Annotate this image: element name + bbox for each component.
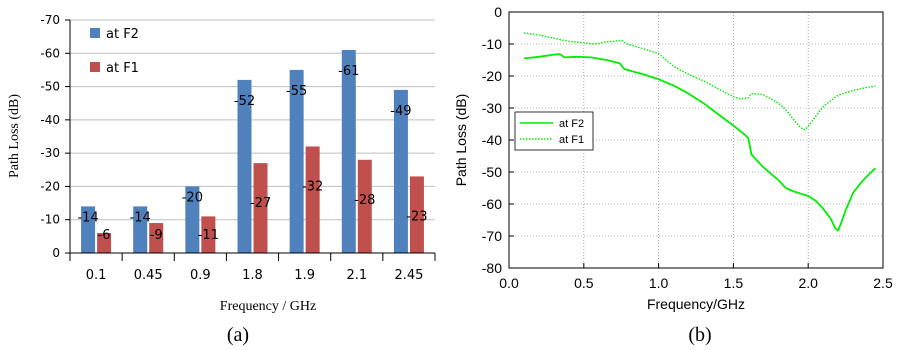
y-tick-label: -10 [40, 213, 60, 227]
bar-at-f1-2.45 [409, 176, 424, 253]
data-label: -27 [250, 196, 271, 211]
y-tick-label: -40 [40, 113, 60, 127]
bar-chart-x-axis-label: Frequency / GHz [220, 299, 316, 314]
data-label: -28 [354, 193, 375, 208]
data-label: -9 [150, 228, 163, 243]
data-label: -20 [182, 190, 203, 205]
data-label: -49 [390, 104, 411, 119]
data-label: -6 [98, 228, 111, 243]
data-label: -32 [302, 179, 323, 194]
line-chart-x-axis-label: Frequency/GHz [647, 296, 745, 312]
legend-swatch-at-f2 [90, 28, 100, 38]
line-chart-y-ticks: 0 -10 -20 -30 -40 -50 -60 -70 -80 [482, 4, 514, 276]
line-chart-x-ticks: 0.0 0.5 1.0 1.5 2.0 2.5 [499, 263, 893, 291]
bar-at-f2-1.9 [289, 69, 304, 253]
y-tick-label: 0 [494, 4, 502, 20]
y-tick-label: 0 [52, 246, 60, 260]
line-series-at-f1 [523, 32, 876, 131]
bar-at-f2-0.9 [185, 186, 200, 253]
bar-at-f1-1.9 [305, 146, 320, 253]
line-series-at-f2 [523, 53, 877, 232]
legend-swatch-at-f1 [90, 62, 100, 72]
y-tick-label: -30 [40, 146, 60, 160]
x-tick-label: 1.5 [724, 275, 744, 291]
data-label: -14 [130, 210, 151, 225]
data-label: -61 [338, 64, 359, 79]
y-tick-label: -20 [482, 68, 502, 84]
x-tick-label: 2.1 [346, 268, 367, 283]
x-tick-label: 1.9 [294, 268, 315, 283]
bar-chart-gridlines [70, 19, 435, 221]
panel-b-line-chart: 0 -10 -20 -30 -40 -50 -60 -70 -80 0.0 0.5 1.0 1.5 2.… [453, 4, 893, 346]
x-tick-label: 2.0 [798, 275, 818, 291]
bar-at-f2-0.45 [133, 206, 148, 253]
y-tick-label: -10 [482, 36, 502, 52]
bar-chart-data-labels: -14-6-14-9-20-11-52-27-55-32-61-28-49-23 [77, 64, 427, 243]
y-tick-label: -30 [482, 100, 502, 116]
line-chart-y-axis-label: Path Loss (dB) [453, 94, 469, 187]
y-tick-label: -20 [40, 179, 60, 193]
line-chart-gridlines [509, 12, 883, 268]
y-tick-label: -70 [482, 228, 502, 244]
bar-chart-bars [81, 49, 424, 254]
x-tick-label: 0.5 [574, 275, 594, 291]
panel-label-a: (a) [227, 324, 249, 346]
x-tick-label: 1.8 [242, 268, 263, 283]
y-tick-label: -50 [482, 164, 502, 180]
line-chart-legend-box [514, 111, 594, 151]
legend-label-at-f2-b: at F2 [559, 118, 584, 130]
bar-chart-y-axis-label: Path Loss (dB) [7, 94, 22, 178]
bar-chart-axes [69, 20, 435, 254]
y-tick-label: -50 [40, 80, 60, 94]
legend-label-at-f2: at F2 [106, 27, 139, 42]
y-tick-label: -40 [482, 132, 502, 148]
data-label: -23 [406, 209, 427, 224]
bar-at-f1-0.9 [201, 216, 216, 253]
data-label: -11 [198, 228, 219, 243]
data-label: -55 [286, 84, 307, 99]
bar-chart-x-ticks: 0.1 0.45 0.9 1.8 1.9 2.1 2.45 [69, 253, 436, 283]
x-tick-label: 0.0 [499, 275, 519, 291]
x-tick-label: 0.9 [190, 268, 211, 283]
bar-at-f2-2.45 [393, 89, 408, 254]
x-tick-label: 1.0 [649, 275, 669, 291]
data-label: -14 [77, 210, 98, 225]
bar-chart-legend: at F2 at F1 [90, 27, 139, 76]
bar-at-f1-2.1 [357, 159, 372, 253]
y-tick-label: -80 [482, 260, 502, 276]
y-tick-label: -70 [40, 13, 60, 27]
legend-label-at-f1-b: at F1 [559, 134, 584, 146]
panel-a-bar-chart: -14-6-14-9-20-11-52-27-55-32-61-28-49-23… [7, 13, 436, 346]
line-chart-series [523, 32, 877, 232]
legend-label-at-f1: at F1 [106, 61, 139, 76]
x-tick-label: 2.5 [873, 275, 893, 291]
bar-at-f1-0.1 [97, 233, 112, 253]
panel-label-b: (b) [688, 324, 711, 346]
y-tick-label: -60 [482, 196, 502, 212]
bar-at-f1-1.8 [253, 163, 268, 253]
bar-chart-y-ticks: -70 -60 -50 -40 -30 -20 -10 0 [40, 13, 70, 260]
x-tick-label: 0.45 [134, 268, 163, 283]
bar-at-f2-0.1 [81, 206, 96, 253]
bar-at-f2-1.8 [237, 79, 252, 254]
line-chart-legend: at F2 at F1 [514, 111, 594, 151]
x-tick-label: 0.1 [86, 268, 107, 283]
x-tick-label: 2.45 [394, 268, 423, 283]
bar-at-f1-0.45 [149, 223, 164, 253]
data-label: -52 [234, 94, 255, 109]
y-tick-label: -60 [40, 46, 60, 60]
bar-at-f2-2.1 [341, 49, 356, 254]
